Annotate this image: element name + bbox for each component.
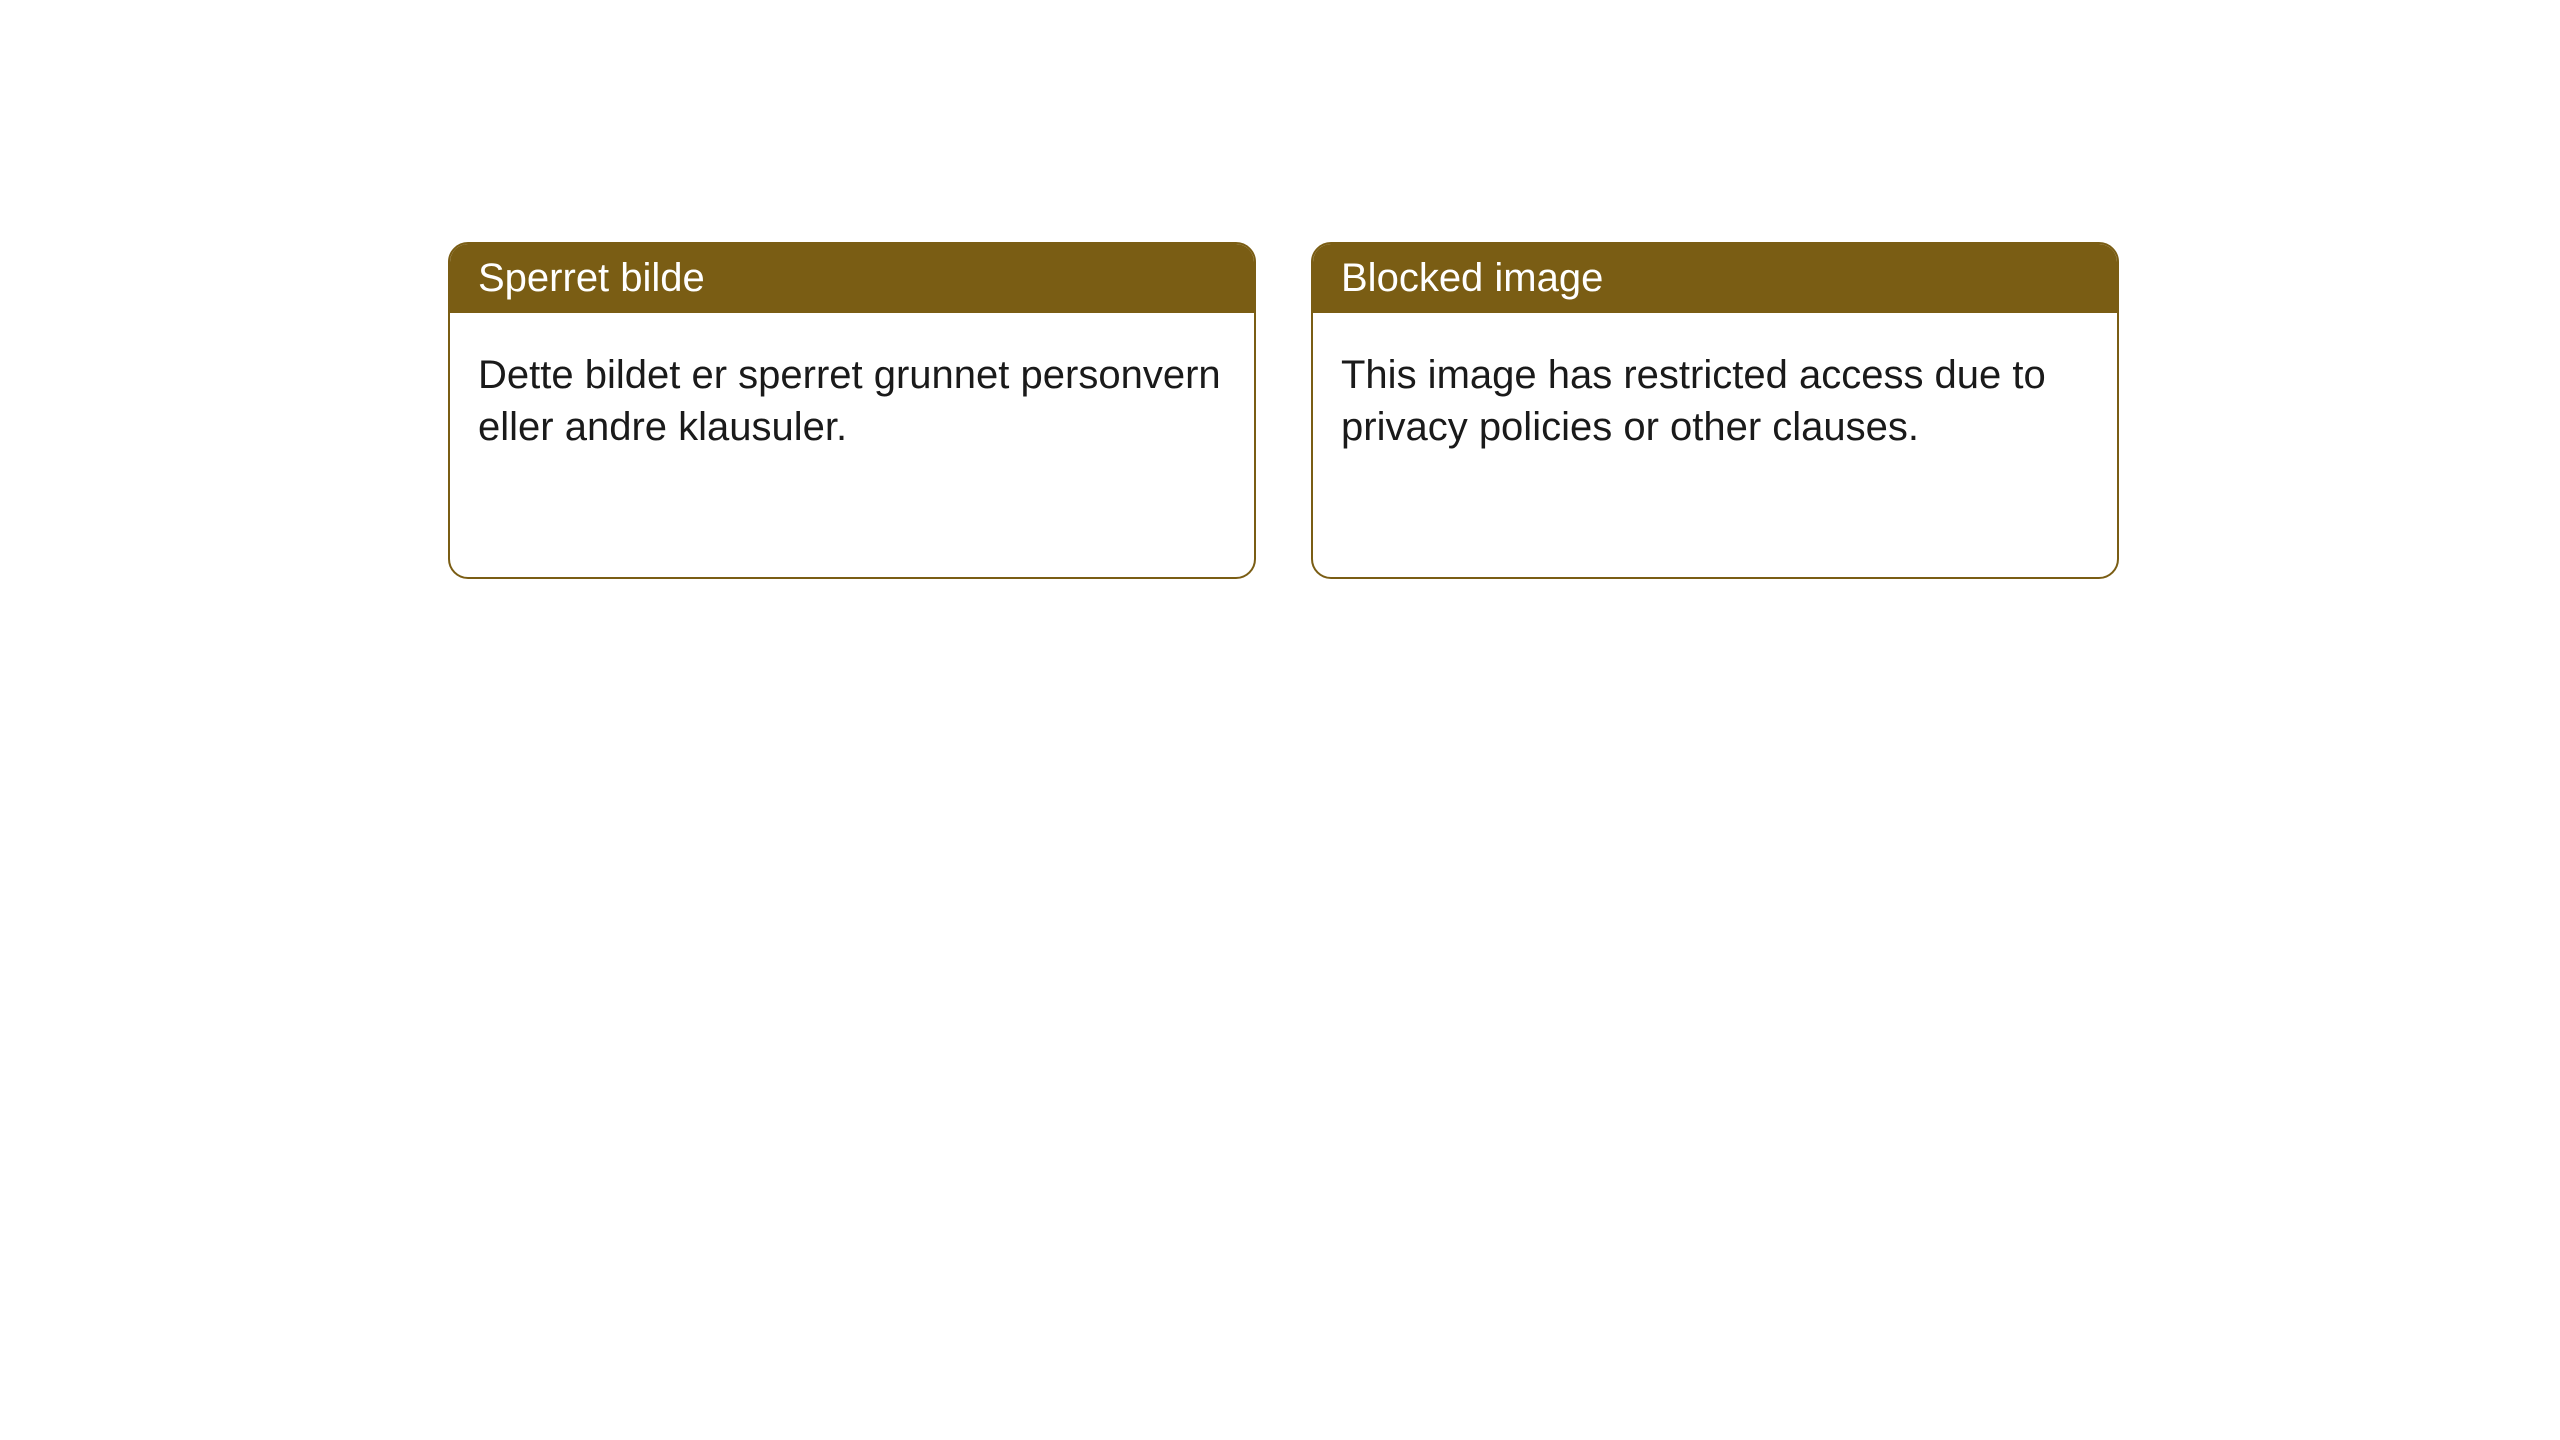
card-body-text: This image has restricted access due to … bbox=[1341, 353, 2046, 449]
blocked-image-card-norwegian: Sperret bilde Dette bildet er sperret gr… bbox=[448, 242, 1256, 579]
card-body-text: Dette bildet er sperret grunnet personve… bbox=[478, 353, 1221, 449]
card-title: Sperret bilde bbox=[478, 256, 705, 300]
card-body: Dette bildet er sperret grunnet personve… bbox=[450, 313, 1254, 489]
blocked-image-card-english: Blocked image This image has restricted … bbox=[1311, 242, 2119, 579]
card-header: Sperret bilde bbox=[450, 244, 1254, 313]
card-title: Blocked image bbox=[1341, 256, 1603, 300]
card-body: This image has restricted access due to … bbox=[1313, 313, 2117, 489]
blocked-image-notices-container: Sperret bilde Dette bildet er sperret gr… bbox=[448, 242, 2119, 579]
card-header: Blocked image bbox=[1313, 244, 2117, 313]
